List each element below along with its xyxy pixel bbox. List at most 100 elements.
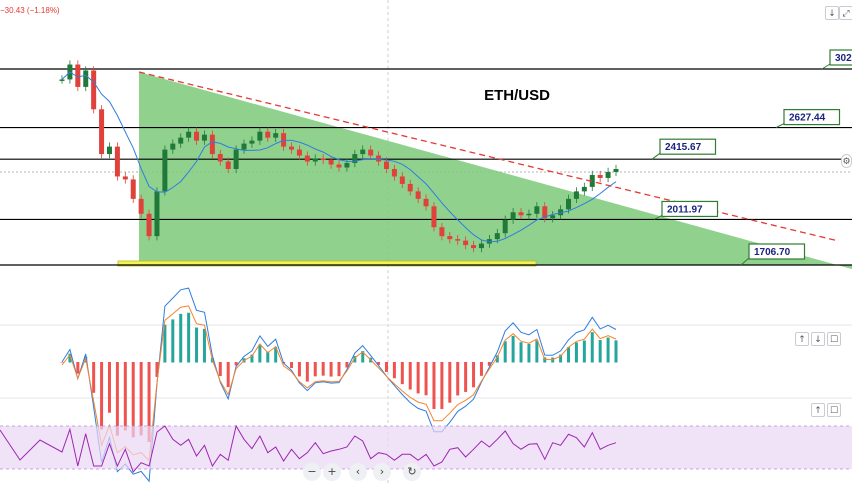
candle-body (170, 143, 176, 150)
candle-body (526, 213, 532, 216)
macd-histogram-bar (377, 362, 381, 365)
candle-body (122, 176, 128, 180)
level-label-3: 2011.97 (667, 204, 703, 215)
candle-body (217, 154, 223, 162)
candle-body (383, 161, 389, 169)
price-change-readout: −30.43 (−1.18%) (0, 6, 60, 15)
candle-body (289, 146, 295, 150)
scroll-back-button[interactable]: ‹ (349, 463, 367, 481)
macd-histogram-bar (424, 362, 428, 396)
rsi-band (0, 426, 852, 469)
macd-histogram-bar (416, 362, 420, 394)
candle-body (352, 154, 358, 164)
rsi-maximize-button[interactable]: ☐ (827, 403, 841, 417)
macd-histogram-bar (226, 362, 230, 388)
candle-body (605, 171, 611, 178)
candle-body (360, 149, 366, 155)
candle-body (281, 133, 287, 147)
macd-histogram-bar (155, 362, 159, 377)
price-levels (0, 68, 852, 266)
reset-chart-button[interactable]: ↻ (403, 463, 421, 481)
collapse-chart-button[interactable]: ↓ (825, 6, 839, 20)
macd-histogram-bar (567, 347, 571, 363)
candle-body (431, 206, 437, 228)
candle-body (336, 164, 342, 168)
level-label-box-4 (748, 243, 806, 260)
macd-move-down-button[interactable]: ↓ (811, 332, 825, 346)
candle-body (455, 239, 461, 241)
zoom-out-button[interactable]: − (303, 463, 321, 481)
candle-body (407, 183, 413, 192)
candle-body (233, 149, 239, 169)
macd-histogram-bar (258, 344, 262, 363)
candle-body (344, 163, 350, 168)
macd-maximize-button[interactable]: ☐ (827, 332, 841, 346)
candle-body (518, 212, 524, 216)
macd-panel (60, 287, 618, 483)
candle-body (320, 158, 326, 161)
level-label-4: 1706.70 (754, 247, 791, 258)
level-label-leader-3 (653, 214, 663, 220)
candle-body (59, 79, 65, 81)
candle-body (391, 168, 397, 177)
macd-histogram-bar (535, 340, 539, 363)
macd-histogram-bar (511, 335, 515, 363)
candle-body (75, 64, 81, 87)
macd-histogram-bar (274, 346, 278, 363)
macd-histogram-bar (487, 362, 491, 366)
navigation-toolbar: − + ‹ › ↻ (303, 463, 425, 481)
candle-body (399, 176, 405, 184)
macd-histogram-bar (123, 362, 127, 431)
candle-body (225, 161, 231, 169)
level-label-box-2 (659, 138, 717, 155)
macd-histogram-bar (582, 340, 586, 363)
macd-move-up-button[interactable]: ↑ (795, 332, 809, 346)
candle-body (265, 131, 271, 138)
level-label-0: 3020 (835, 53, 852, 64)
macd-histogram-bar (464, 362, 468, 392)
scroll-forward-button[interactable]: › (373, 463, 391, 481)
candle-body (241, 143, 247, 150)
candle-body (502, 219, 508, 234)
macd-histogram-bar (440, 362, 444, 409)
macd-histogram-bar (179, 313, 183, 363)
macd-histogram-bar (614, 340, 618, 363)
level-label-box-0 (829, 49, 852, 66)
candle-body (162, 149, 168, 192)
candle-body (99, 109, 105, 155)
crosshair-settings-button[interactable]: ⚙ (841, 154, 852, 168)
zoom-in-button[interactable]: + (323, 463, 341, 481)
candle-body (114, 146, 120, 177)
level-label-leader-1 (775, 123, 785, 129)
candle-body (130, 179, 136, 199)
level-label-leader-0 (821, 63, 831, 70)
candle-body (534, 206, 540, 214)
macd-histogram-bar (432, 362, 436, 409)
macd-histogram-bar (218, 362, 222, 377)
macd-histogram-bar (598, 339, 602, 363)
macd-histogram-bar (76, 362, 80, 374)
candle-body (209, 134, 215, 155)
candle-body (566, 198, 572, 210)
level-label-leader-2 (651, 152, 661, 160)
rsi-move-up-button[interactable]: ↑ (811, 403, 825, 417)
candle-body (463, 240, 469, 246)
macd-line (61, 287, 617, 483)
macd-histogram-bar (266, 351, 270, 363)
macd-histogram-bar (313, 362, 317, 377)
macd-histogram-bar (479, 362, 483, 376)
macd-histogram-bar (353, 356, 357, 363)
support-highlight-bar (117, 260, 537, 267)
expand-chart-button[interactable]: ⤢ (839, 6, 852, 20)
level-label-2: 2415.67 (665, 142, 702, 153)
macd-histogram-bar (400, 362, 404, 385)
macd-histogram-bar (527, 343, 531, 363)
macd-histogram-bar (519, 342, 523, 363)
candle-body (589, 174, 595, 187)
level-label-box-3 (661, 200, 719, 218)
candle-body (447, 236, 453, 240)
macd-histogram-bar (361, 351, 365, 363)
candle-body (581, 186, 587, 192)
macd-histogram-bar (250, 354, 254, 363)
